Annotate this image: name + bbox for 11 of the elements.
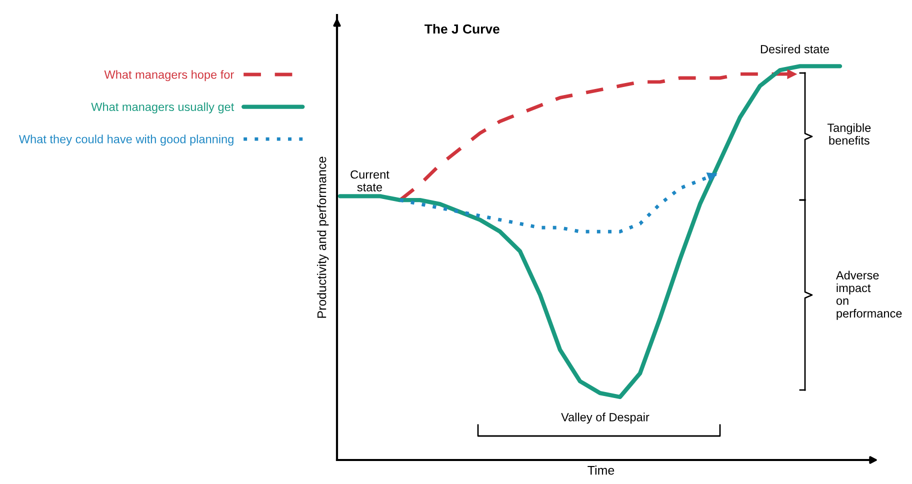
x-axis-title: Time	[588, 466, 614, 475]
text: Desired state	[760, 44, 830, 54]
y-axis-title: Productivity and performance	[317, 156, 329, 318]
annotation: Current state	[350, 170, 390, 192]
annotation: Tangible benefits	[827, 123, 871, 145]
text: What managers hope for	[104, 70, 234, 82]
annotation: Adverse impact on performance	[836, 270, 902, 320]
chart-title: The J Curve	[424, 24, 500, 34]
text: What managers usually get	[91, 102, 234, 114]
annotation: Valley of Despair	[561, 412, 650, 424]
text: What they could have with good planning	[18, 134, 234, 146]
